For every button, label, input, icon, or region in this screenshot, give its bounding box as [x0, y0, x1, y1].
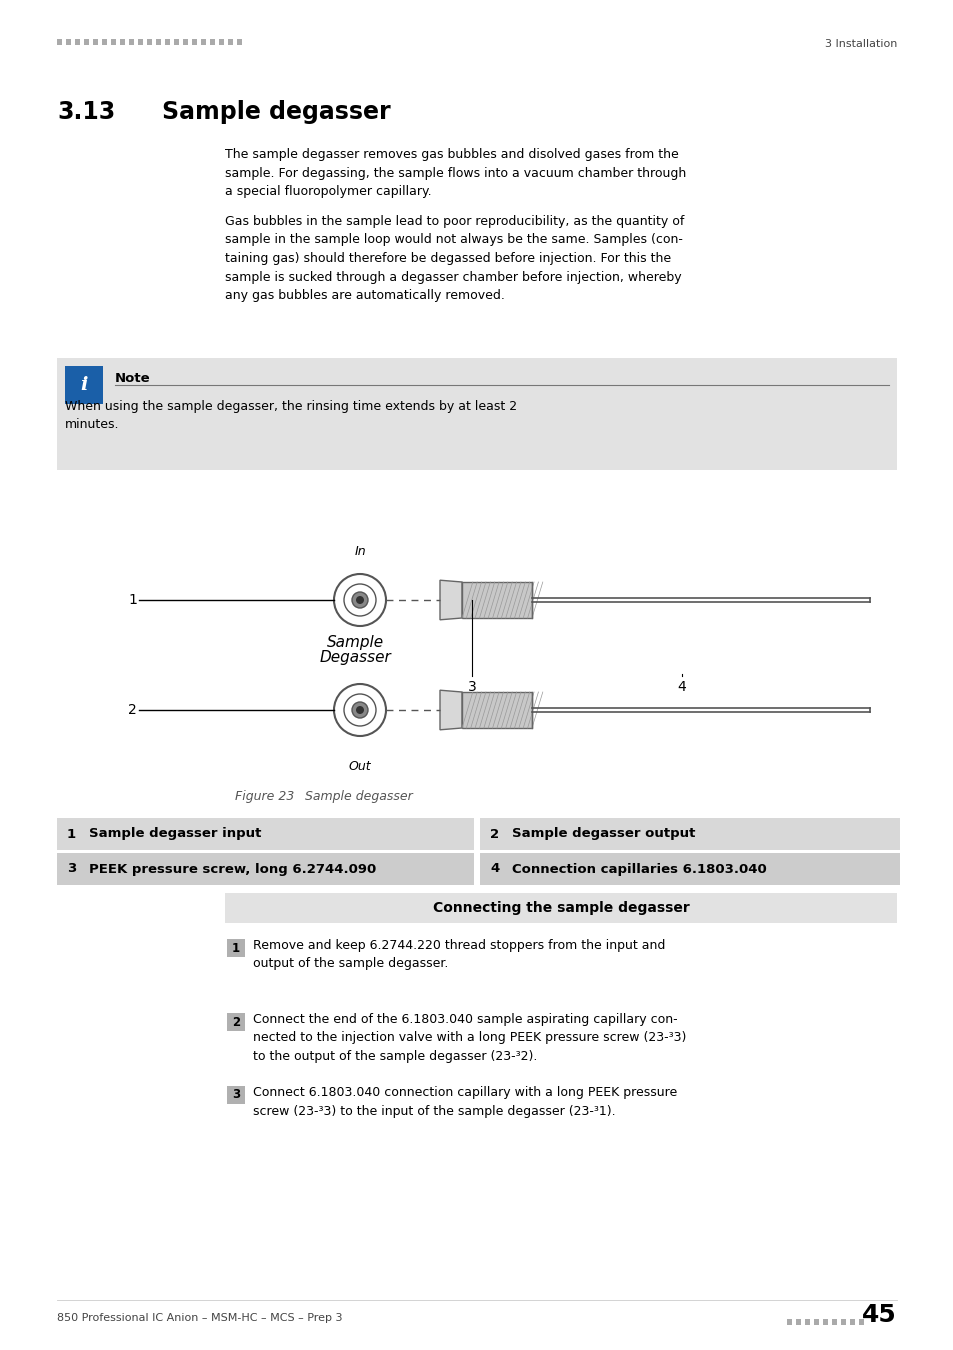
- Text: Remove and keep 6.2744.220 thread stoppers from the input and
output of the samp: Remove and keep 6.2744.220 thread stoppe…: [253, 940, 664, 971]
- Bar: [532, 707, 869, 711]
- Bar: [147, 39, 152, 45]
- Bar: [75, 39, 80, 45]
- Text: 850 Professional IC Anion – MSM-HC – MCS – Prep 3: 850 Professional IC Anion – MSM-HC – MCS…: [57, 1314, 342, 1323]
- Text: Sample degasser: Sample degasser: [305, 790, 413, 803]
- Bar: [183, 39, 188, 45]
- Circle shape: [344, 585, 375, 616]
- Polygon shape: [439, 580, 461, 620]
- Text: When using the sample degasser, the rinsing time extends by at least 2
minutes.: When using the sample degasser, the rins…: [65, 400, 517, 432]
- Bar: [65, 366, 103, 404]
- Bar: [84, 39, 89, 45]
- Text: 4: 4: [677, 680, 685, 694]
- Text: 3: 3: [67, 863, 76, 876]
- Bar: [461, 693, 532, 728]
- Text: 2: 2: [490, 828, 498, 841]
- Text: 1: 1: [128, 593, 137, 608]
- Text: In: In: [354, 545, 365, 558]
- Text: Figure 23: Figure 23: [234, 790, 294, 803]
- Text: The sample degasser removes gas bubbles and disolved gases from the
sample. For : The sample degasser removes gas bubbles …: [225, 148, 685, 198]
- Bar: [192, 39, 196, 45]
- Bar: [858, 1319, 863, 1324]
- Bar: [57, 853, 474, 886]
- Text: 3.13: 3.13: [57, 100, 115, 124]
- Text: Connect the end of the 6.1803.040 sample aspirating capillary con-
nected to the: Connect the end of the 6.1803.040 sample…: [253, 1012, 685, 1062]
- Bar: [532, 598, 869, 602]
- Bar: [173, 39, 179, 45]
- Bar: [786, 1319, 791, 1324]
- Circle shape: [344, 694, 375, 726]
- Circle shape: [352, 702, 368, 718]
- Bar: [165, 39, 170, 45]
- Bar: [831, 1319, 836, 1324]
- Circle shape: [334, 574, 386, 626]
- Text: i: i: [80, 377, 88, 394]
- Bar: [228, 39, 233, 45]
- Bar: [461, 582, 532, 618]
- Bar: [795, 1319, 801, 1324]
- Text: 3: 3: [467, 680, 476, 694]
- Bar: [813, 1319, 818, 1324]
- Bar: [92, 39, 98, 45]
- Text: 3: 3: [232, 1088, 240, 1102]
- Text: Connect 6.1803.040 connection capillary with a long PEEK pressure
screw (23-³3) : Connect 6.1803.040 connection capillary …: [253, 1085, 677, 1118]
- Bar: [111, 39, 116, 45]
- Circle shape: [355, 595, 364, 603]
- Bar: [66, 39, 71, 45]
- Text: Sample: Sample: [326, 634, 383, 649]
- Text: PEEK pressure screw, long 6.2744.090: PEEK pressure screw, long 6.2744.090: [89, 863, 375, 876]
- Bar: [102, 39, 107, 45]
- Circle shape: [355, 706, 364, 714]
- Bar: [57, 39, 62, 45]
- Text: 1: 1: [67, 828, 76, 841]
- Text: Out: Out: [349, 760, 371, 774]
- Bar: [138, 39, 143, 45]
- Bar: [120, 39, 125, 45]
- Bar: [227, 940, 245, 957]
- Bar: [201, 39, 206, 45]
- Bar: [210, 39, 214, 45]
- Bar: [849, 1319, 854, 1324]
- Bar: [225, 892, 896, 923]
- Text: Sample degasser: Sample degasser: [162, 100, 390, 124]
- Bar: [227, 1085, 245, 1104]
- Text: Degasser: Degasser: [319, 649, 391, 666]
- Circle shape: [352, 593, 368, 608]
- Bar: [804, 1319, 809, 1324]
- Bar: [841, 1319, 845, 1324]
- Text: Note: Note: [115, 373, 151, 385]
- Bar: [219, 39, 224, 45]
- Bar: [227, 1012, 245, 1031]
- Text: Sample degasser input: Sample degasser input: [89, 828, 261, 841]
- Bar: [479, 818, 899, 850]
- Bar: [129, 39, 133, 45]
- Text: 3 Installation: 3 Installation: [823, 39, 896, 49]
- Text: 2: 2: [232, 1015, 240, 1029]
- Polygon shape: [439, 690, 461, 730]
- Circle shape: [334, 684, 386, 736]
- Text: Connection capillaries 6.1803.040: Connection capillaries 6.1803.040: [512, 863, 766, 876]
- Text: Connecting the sample degasser: Connecting the sample degasser: [432, 900, 689, 915]
- Text: 4: 4: [490, 863, 498, 876]
- Text: 45: 45: [862, 1303, 896, 1327]
- Bar: [156, 39, 161, 45]
- Text: Sample degasser output: Sample degasser output: [512, 828, 695, 841]
- Bar: [57, 818, 474, 850]
- Text: Gas bubbles in the sample lead to poor reproducibility, as the quantity of
sampl: Gas bubbles in the sample lead to poor r…: [225, 215, 683, 302]
- Text: 1: 1: [232, 941, 240, 954]
- Bar: [57, 358, 896, 470]
- Bar: [822, 1319, 827, 1324]
- Text: 2: 2: [128, 703, 137, 717]
- Bar: [236, 39, 242, 45]
- Bar: [479, 853, 899, 886]
